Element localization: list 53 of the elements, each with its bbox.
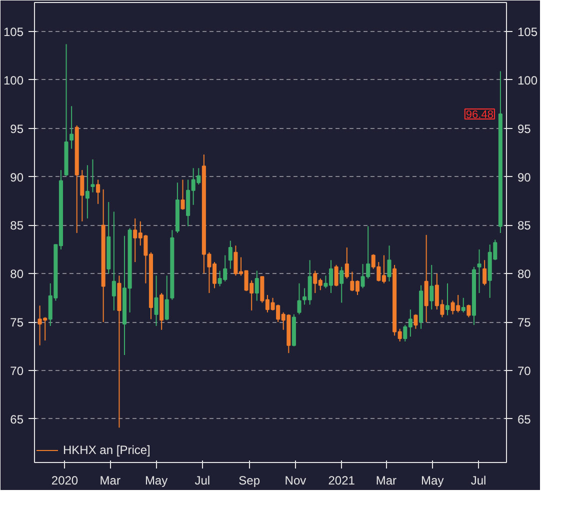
candlestick	[96, 179, 100, 204]
x-tick-label: May	[144, 474, 168, 488]
candlestick	[228, 240, 232, 270]
candlestick	[254, 270, 259, 302]
x-tick-label: Nov	[284, 474, 306, 488]
candlestick	[344, 247, 349, 279]
candlestick	[482, 260, 487, 286]
candlestick	[80, 170, 84, 222]
candlestick	[430, 264, 434, 310]
x-tick-label: Jul	[470, 474, 486, 488]
candlestick	[297, 282, 302, 315]
y2-tick-label: 105	[518, 25, 538, 40]
candlestick	[340, 266, 344, 304]
y2-tick-label: 100	[518, 73, 538, 88]
y2-tick-label: 80	[518, 267, 532, 282]
candlestick	[85, 164, 90, 219]
candlestick	[112, 211, 116, 311]
candlestick	[70, 106, 74, 150]
y2-tick-label: 85	[518, 218, 532, 233]
y-tick-label: 70	[10, 364, 24, 378]
y-tick-label: 65	[10, 412, 24, 426]
y-tick-label: 90	[10, 170, 24, 184]
candlestick	[334, 264, 338, 287]
candlestick	[387, 245, 392, 282]
y2-tick-label: 95	[518, 122, 532, 136]
candlestick	[466, 304, 471, 318]
candlestick	[414, 314, 418, 330]
x-tick-label: 2020	[51, 474, 78, 488]
y-tick-label: 75	[10, 316, 24, 330]
x-tick-label: Sep	[238, 474, 260, 488]
legend-label: HKHX an [Price]	[63, 443, 150, 457]
candlestick	[154, 275, 158, 326]
candlestick	[477, 248, 482, 294]
candlestick	[164, 275, 169, 321]
x-tick-label: Jul	[194, 474, 210, 488]
y2-tick-label: 65	[518, 412, 532, 426]
y2-tick-label: 75	[518, 316, 532, 330]
y-tick-label: 80	[10, 267, 24, 282]
x-tick-label: May	[421, 474, 444, 488]
y2-tick-label: 70	[518, 364, 532, 378]
candlestick	[461, 297, 466, 313]
y2-tick-label: 90	[518, 170, 532, 184]
y-tick-label: 100	[3, 73, 24, 88]
y-tick-label: 95	[10, 122, 24, 136]
y-tick-label: 85	[10, 218, 24, 233]
x-tick-label: Mar	[376, 474, 397, 488]
x-tick-label: Mar	[100, 474, 120, 488]
candlestick	[90, 158, 95, 193]
annotation: 96.48	[466, 109, 494, 122]
candlestick	[180, 179, 185, 210]
x-tick-label: 2021	[328, 474, 356, 488]
y-tick-label: 105	[3, 25, 24, 40]
candlestick	[445, 282, 450, 316]
